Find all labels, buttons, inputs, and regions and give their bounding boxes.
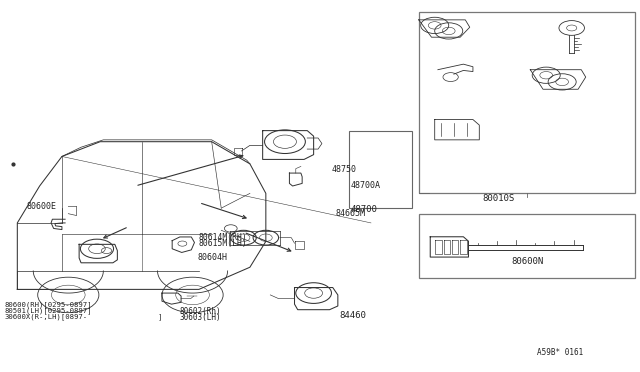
Text: ]: ] [157,313,162,320]
Bar [419,13,636,193]
Text: 80501(LH)[0295-0897]: 80501(LH)[0295-0897] [4,307,92,314]
Text: 48700A: 48700A [351,181,381,190]
Text: 80614M(RH): 80614M(RH) [199,233,248,242]
Text: 30603(LH): 30603(LH) [180,313,221,322]
Text: 48750: 48750 [332,165,356,174]
Text: 80604H: 80604H [198,253,228,263]
Text: 84665M: 84665M [336,209,366,218]
Text: 80600N: 80600N [511,257,543,266]
Text: 80602(Rh): 80602(Rh) [180,307,221,316]
Text: 84460: 84460 [339,311,366,320]
Text: 80010S: 80010S [483,195,515,203]
Text: 80600E: 80600E [27,202,57,211]
Bar [419,214,636,278]
Text: 80615M(LH): 80615M(LH) [199,239,248,248]
Text: 48700: 48700 [351,205,378,215]
Text: 30600X(R-,LH)[0897-: 30600X(R-,LH)[0897- [4,313,88,320]
Text: 80600(RH)[0295-0897]: 80600(RH)[0295-0897] [4,301,92,308]
Text: A59B* 0161: A59B* 0161 [537,348,583,357]
